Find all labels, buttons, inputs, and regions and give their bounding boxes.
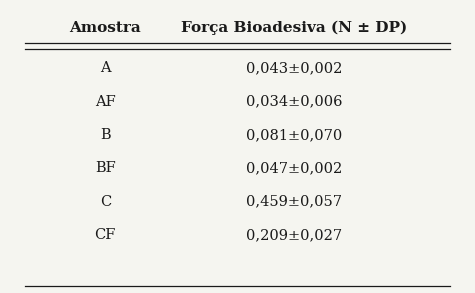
- Text: 0,209±0,027: 0,209±0,027: [246, 228, 342, 242]
- Text: 0,043±0,002: 0,043±0,002: [246, 61, 342, 75]
- Text: 0,459±0,057: 0,459±0,057: [246, 195, 342, 209]
- Text: Amostra: Amostra: [69, 21, 141, 35]
- Text: CF: CF: [95, 228, 116, 242]
- Text: B: B: [100, 128, 111, 142]
- Text: AF: AF: [95, 95, 115, 108]
- Text: BF: BF: [95, 161, 115, 175]
- Text: 0,034±0,006: 0,034±0,006: [246, 95, 342, 108]
- Text: C: C: [100, 195, 111, 209]
- Text: 0,081±0,070: 0,081±0,070: [246, 128, 342, 142]
- Text: 0,047±0,002: 0,047±0,002: [246, 161, 342, 175]
- Text: Força Bioadesiva (N ± DP): Força Bioadesiva (N ± DP): [181, 20, 407, 35]
- Text: A: A: [100, 61, 111, 75]
